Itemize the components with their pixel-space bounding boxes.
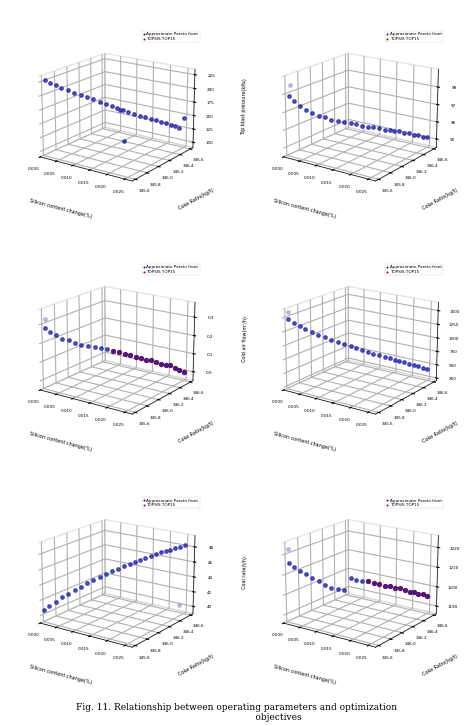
- Legend: Approximate Pareto front, TOPSIS TOP15: Approximate Pareto front, TOPSIS TOP15: [142, 497, 200, 508]
- Y-axis label: Coke Ratio(kg/t): Coke Ratio(kg/t): [178, 187, 215, 211]
- X-axis label: Silicon content change(%): Silicon content change(%): [29, 198, 93, 219]
- Y-axis label: Coke Ratio(kg/t): Coke Ratio(kg/t): [421, 653, 458, 677]
- Y-axis label: Coke Ratio(kg/t): Coke Ratio(kg/t): [178, 653, 215, 677]
- Legend: Approximate Pareto front, TOPSIS TOP15: Approximate Pareto front, TOPSIS TOP15: [142, 31, 200, 42]
- Legend: Approximate Pareto front, TOPSIS TOP15: Approximate Pareto front, TOPSIS TOP15: [385, 31, 443, 42]
- Y-axis label: Coke Ratio(kg/t): Coke Ratio(kg/t): [421, 187, 458, 211]
- X-axis label: Silicon content change(%): Silicon content change(%): [29, 431, 93, 452]
- Legend: Approximate Pareto front, TOPSIS TOP15: Approximate Pareto front, TOPSIS TOP15: [385, 497, 443, 508]
- X-axis label: Silicon content change(%): Silicon content change(%): [29, 664, 93, 685]
- X-axis label: Silicon content change(%): Silicon content change(%): [273, 198, 336, 219]
- Text: Fig. 11. Relationship between operating parameters and optimization
            : Fig. 11. Relationship between operating …: [76, 703, 398, 722]
- X-axis label: Silicon content change(%): Silicon content change(%): [273, 431, 336, 452]
- Y-axis label: Coke Ratio(kg/t): Coke Ratio(kg/t): [178, 420, 215, 444]
- X-axis label: Silicon content change(%): Silicon content change(%): [273, 664, 336, 685]
- Y-axis label: Coke Ratio(kg/t): Coke Ratio(kg/t): [421, 420, 458, 444]
- Legend: Approximate Pareto front, TOPSIS TOP15: Approximate Pareto front, TOPSIS TOP15: [142, 264, 200, 275]
- Legend: Approximate Pareto front, TOPSIS TOP15: Approximate Pareto front, TOPSIS TOP15: [385, 264, 443, 275]
